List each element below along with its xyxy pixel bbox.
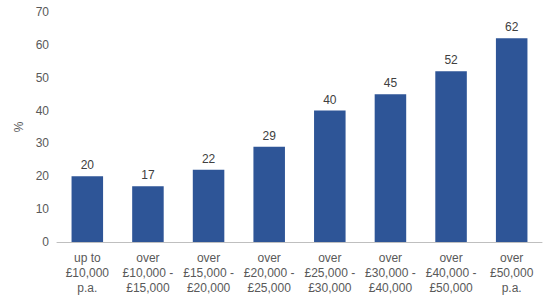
svg-text:£50,000: £50,000: [429, 281, 473, 295]
svg-text:70: 70: [36, 5, 50, 19]
svg-text:over: over: [379, 251, 402, 265]
svg-text:£20,000: £20,000: [187, 281, 231, 295]
svg-text:£15,000: £15,000: [126, 281, 170, 295]
svg-text:40: 40: [36, 104, 50, 118]
svg-text:£10,000: £10,000: [66, 266, 110, 280]
svg-text:30: 30: [36, 136, 50, 150]
svg-text:50: 50: [36, 71, 50, 85]
svg-text:22: 22: [202, 152, 216, 166]
svg-text:over: over: [136, 251, 159, 265]
svg-text:£30,000: £30,000: [308, 281, 352, 295]
svg-text:£30,000 -: £30,000 -: [365, 266, 416, 280]
svg-text:20: 20: [81, 158, 95, 172]
svg-text:%: %: [12, 121, 26, 132]
svg-text:over: over: [500, 251, 523, 265]
svg-text:62: 62: [505, 20, 519, 34]
svg-text:up to: up to: [74, 251, 101, 265]
svg-text:£10,000 -: £10,000 -: [123, 266, 174, 280]
svg-text:£15,000 -: £15,000 -: [183, 266, 234, 280]
svg-text:£40,000 -: £40,000 -: [426, 266, 477, 280]
svg-text:p.a.: p.a.: [502, 281, 522, 295]
svg-text:£20,000 -: £20,000 -: [244, 266, 295, 280]
svg-text:over: over: [197, 251, 220, 265]
svg-text:over: over: [318, 251, 341, 265]
svg-text:£25,000 -: £25,000 -: [304, 266, 355, 280]
svg-text:£25,000: £25,000: [247, 281, 291, 295]
svg-text:52: 52: [444, 53, 458, 67]
svg-text:over: over: [258, 251, 281, 265]
svg-text:29: 29: [263, 129, 277, 143]
svg-text:p.a.: p.a.: [77, 281, 97, 295]
svg-text:40: 40: [323, 93, 337, 107]
svg-text:£40,000: £40,000: [369, 281, 413, 295]
svg-text:£50,000: £50,000: [490, 266, 534, 280]
svg-text:17: 17: [141, 168, 155, 182]
svg-text:10: 10: [36, 202, 50, 216]
svg-text:45: 45: [384, 76, 398, 90]
svg-text:0: 0: [42, 235, 49, 249]
svg-text:20: 20: [36, 169, 50, 183]
svg-text:60: 60: [36, 38, 50, 52]
svg-text:over: over: [439, 251, 462, 265]
